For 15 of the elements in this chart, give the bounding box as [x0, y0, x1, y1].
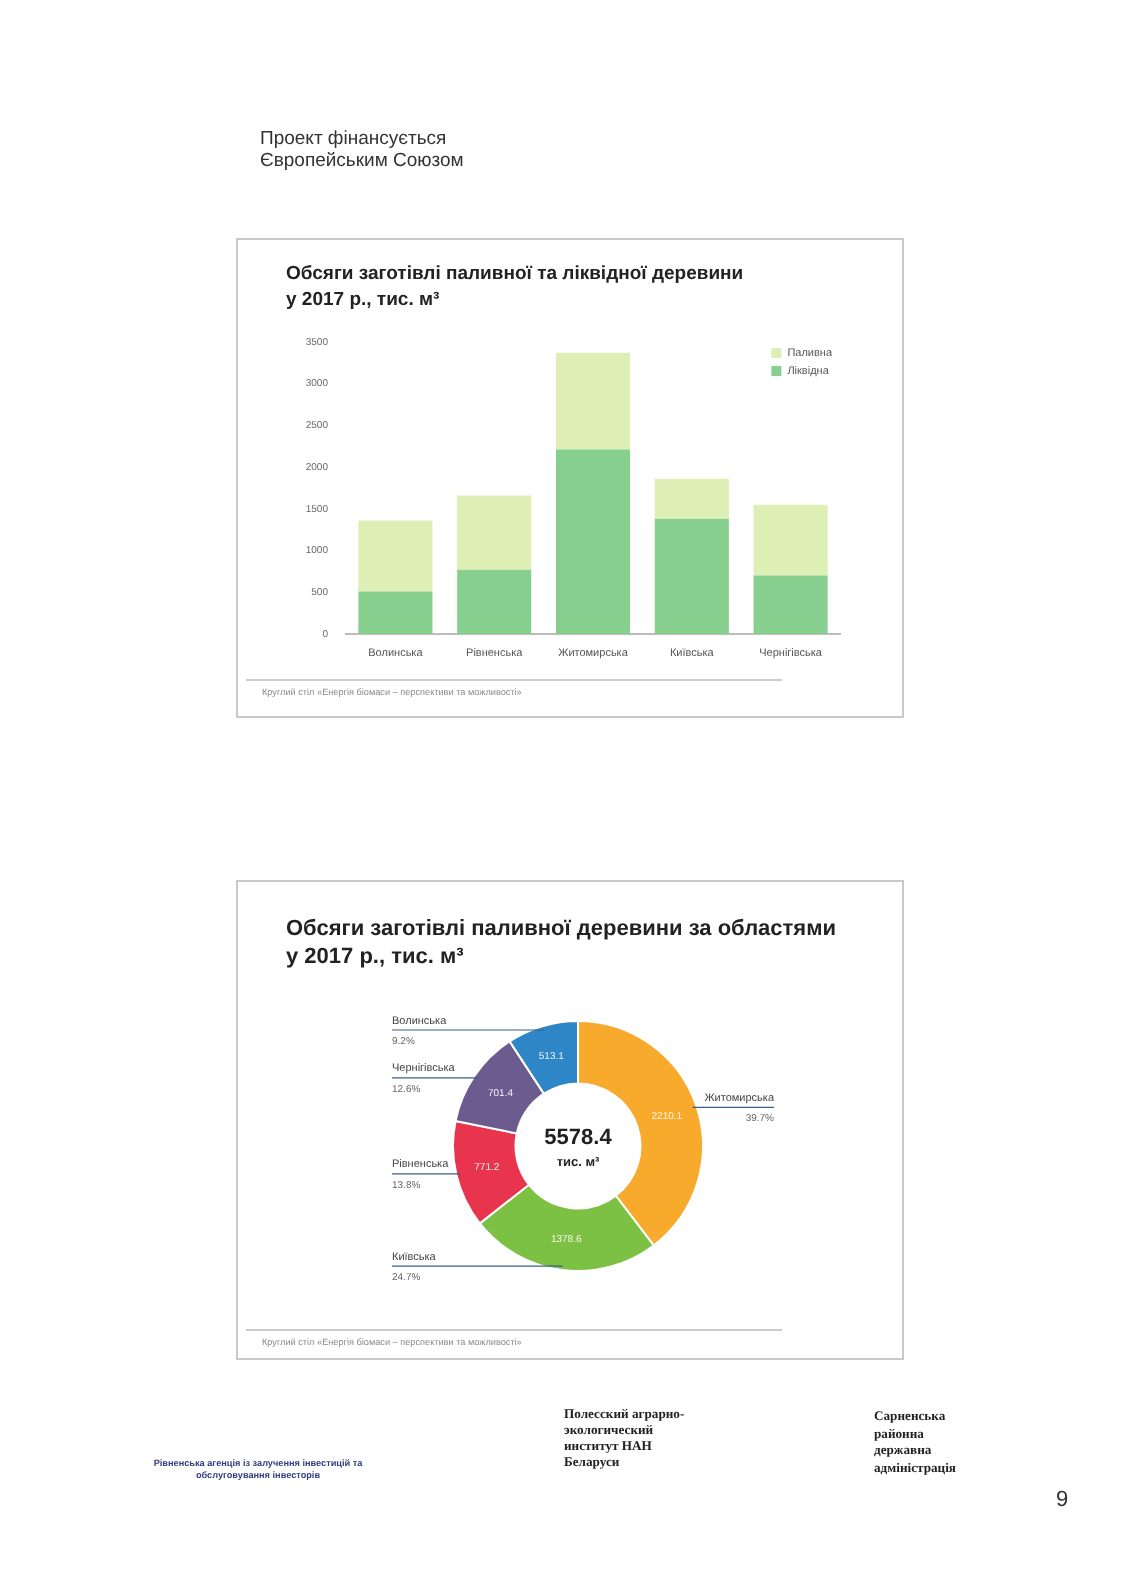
bar — [358, 591, 433, 634]
bar — [654, 478, 729, 519]
text: 5578.4 — [544, 1126, 614, 1151]
bar — [753, 575, 828, 634]
bar — [555, 352, 631, 450]
bar — [654, 518, 729, 634]
bar — [753, 504, 828, 576]
bar — [358, 520, 433, 592]
bar — [457, 495, 532, 570]
bar — [555, 449, 631, 634]
bar — [457, 569, 532, 634]
chart-title: Обсяги заготівлі паливної деревини за областями у 2017 р., тис. м³ — [286, 917, 836, 970]
chart-title: Обсяги заготівлі паливної та ліквідної деревини у 2017 р., тис. м³ — [286, 262, 744, 311]
text: 9 — [1056, 1488, 1069, 1512]
text: Проект фінансується Європейським Союзом — [260, 128, 466, 172]
